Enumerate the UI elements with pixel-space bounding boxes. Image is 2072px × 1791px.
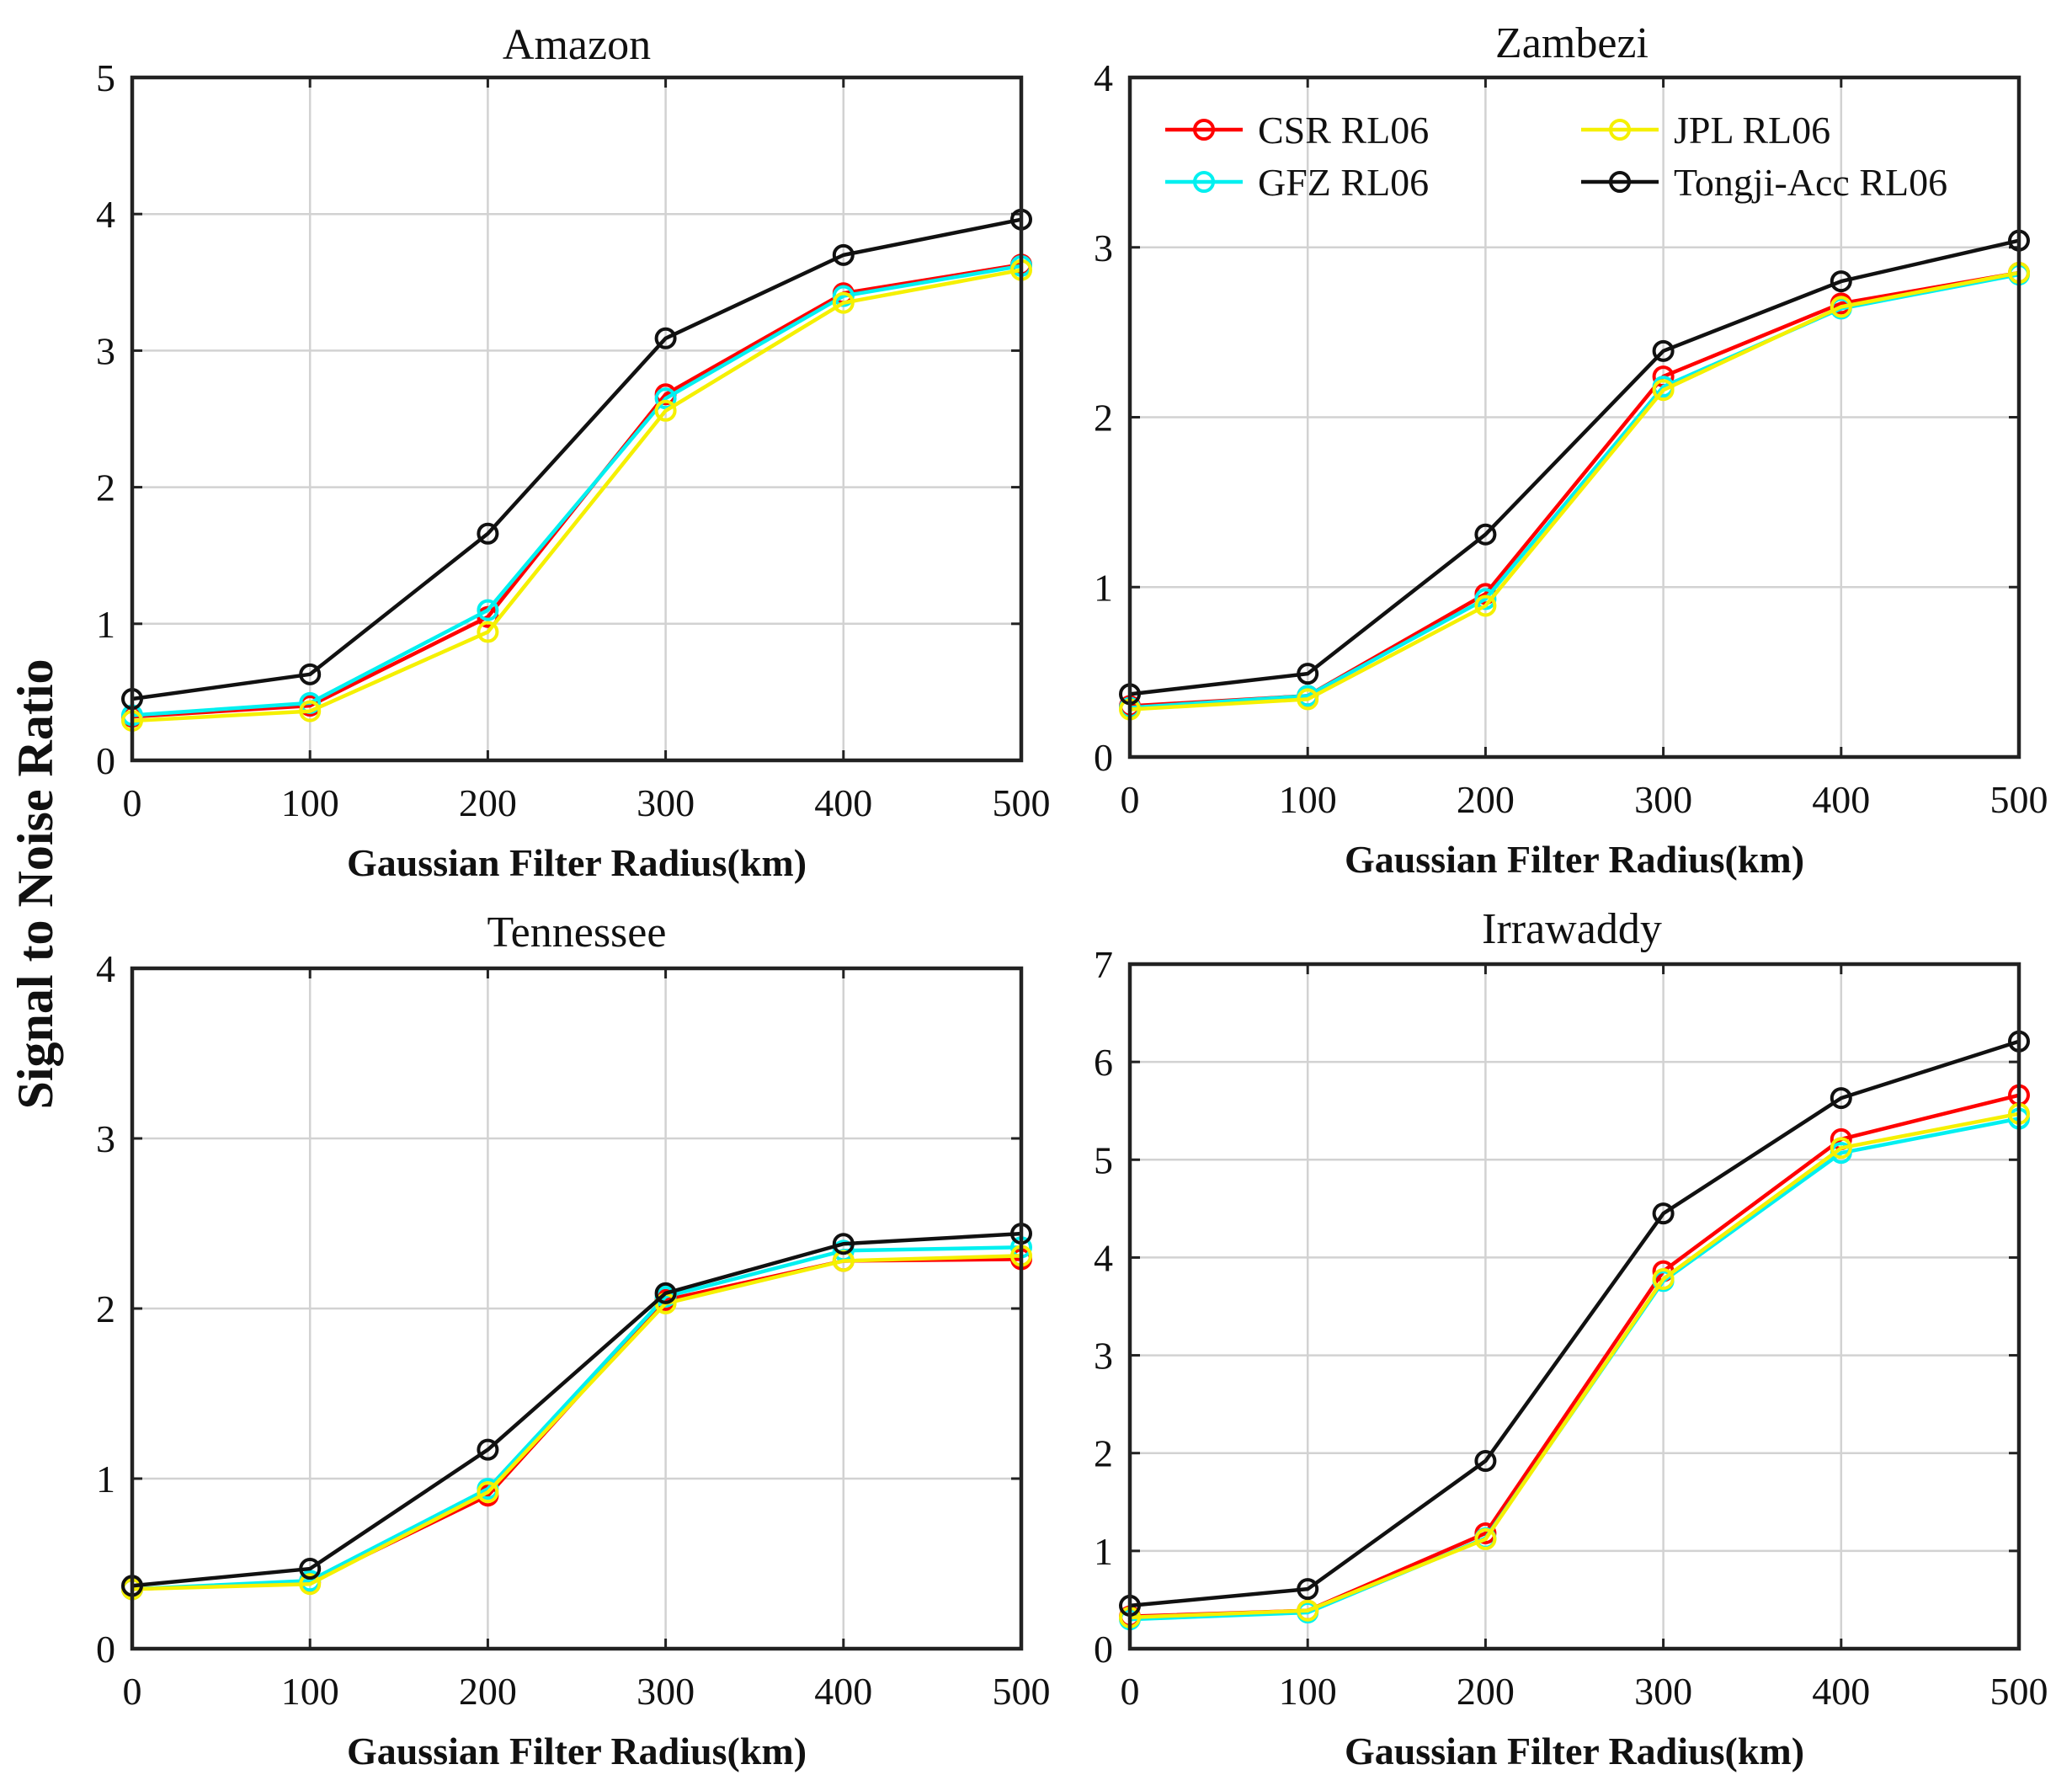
y-tick-label: 5	[1094, 1138, 1113, 1181]
y-tick-label: 0	[96, 1628, 115, 1671]
x-tick-label: 400	[814, 1670, 872, 1713]
x-tick-label: 0	[1121, 1670, 1140, 1713]
legend-label: Tongji-Acc RL06	[1674, 161, 1947, 204]
panel-title: Zambezi	[1495, 19, 1649, 67]
y-tick-label: 6	[1094, 1041, 1113, 1084]
y-tick-label: 4	[1094, 1236, 1113, 1279]
panel-title: Amazon	[503, 21, 651, 69]
y-tick-label: 2	[1094, 1432, 1113, 1475]
y-tick-label: 1	[96, 1458, 115, 1500]
y-tick-label: 5	[96, 56, 115, 99]
x-tick-label: 100	[1279, 778, 1337, 821]
panel-title: Irrawaddy	[1482, 905, 1662, 953]
y-tick-label: 4	[96, 193, 115, 236]
legend-label: GFZ RL06	[1258, 161, 1429, 204]
x-axis-label: Gaussian Filter Radius(km)	[347, 841, 807, 884]
x-tick-label: 500	[1990, 1670, 2048, 1713]
x-tick-label: 300	[1634, 1670, 1692, 1713]
x-tick-label: 100	[281, 1670, 339, 1713]
x-tick-label: 500	[1990, 778, 2048, 821]
y-tick-label: 3	[1094, 227, 1113, 269]
legend-label: CSR RL06	[1258, 109, 1429, 152]
x-axis-label: Gaussian Filter Radius(km)	[1345, 1730, 1804, 1772]
x-tick-label: 300	[637, 1670, 695, 1713]
y-tick-label: 2	[96, 1287, 115, 1330]
y-tick-label: 2	[1094, 397, 1113, 440]
x-tick-label: 100	[1279, 1670, 1337, 1713]
x-tick-label: 400	[814, 781, 872, 824]
x-tick-label: 0	[123, 781, 142, 824]
y-tick-label: 3	[96, 329, 115, 372]
x-tick-label: 500	[993, 1670, 1051, 1713]
x-axis-label: Gaussian Filter Radius(km)	[1345, 838, 1804, 881]
x-tick-label: 200	[1457, 1670, 1515, 1713]
x-tick-label: 400	[1812, 1670, 1870, 1713]
y-tick-label: 3	[1094, 1335, 1113, 1378]
y-tick-label: 3	[96, 1117, 115, 1160]
x-tick-label: 200	[1457, 778, 1515, 821]
y-tick-label: 1	[96, 603, 115, 646]
y-tick-label: 1	[1094, 1530, 1113, 1573]
x-tick-label: 200	[459, 1670, 517, 1713]
x-tick-label: 500	[993, 781, 1051, 824]
y-tick-label: 1	[1094, 566, 1113, 609]
y-tick-label: 4	[96, 947, 115, 990]
x-tick-label: 100	[281, 781, 339, 824]
global-y-axis-label: Signal to Noise Ratio	[8, 658, 63, 1109]
legend-label: JPL RL06	[1674, 109, 1830, 152]
x-tick-label: 300	[637, 781, 695, 824]
panel-title: Tennessee	[487, 909, 667, 957]
y-tick-label: 2	[96, 466, 115, 509]
y-tick-label: 7	[1094, 943, 1113, 986]
y-tick-label: 0	[96, 739, 115, 782]
x-tick-label: 400	[1812, 778, 1870, 821]
y-tick-label: 0	[1094, 736, 1113, 779]
y-tick-label: 0	[1094, 1628, 1113, 1671]
y-tick-label: 4	[1094, 56, 1113, 99]
x-tick-label: 0	[1121, 778, 1140, 821]
x-tick-label: 300	[1634, 778, 1692, 821]
x-tick-label: 0	[123, 1670, 142, 1713]
figure-canvas: Signal to Noise Ratio 0 100 200 300 400 50001…	[0, 0, 2072, 1791]
x-tick-label: 200	[459, 781, 517, 824]
x-axis-label: Gaussian Filter Radius(km)	[347, 1730, 807, 1772]
